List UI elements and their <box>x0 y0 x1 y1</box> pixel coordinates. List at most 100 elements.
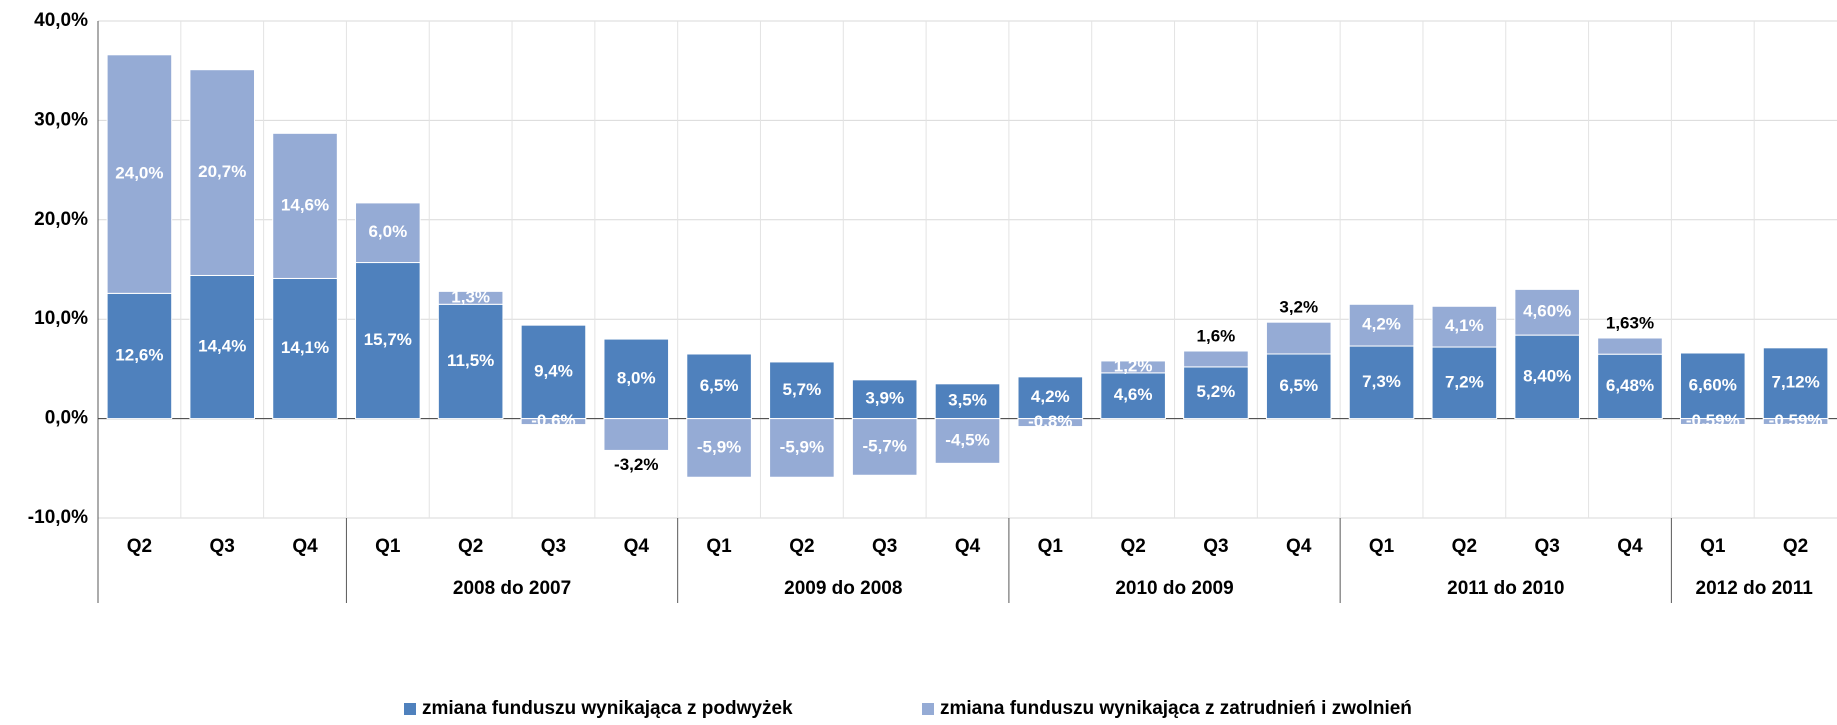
data-label: 5,7% <box>783 380 822 399</box>
data-label: 4,2% <box>1362 315 1401 334</box>
data-label: 11,5% <box>447 351 494 370</box>
data-label: 14,1% <box>281 338 329 357</box>
x-tick-label: Q1 <box>706 536 732 557</box>
data-label: -5,9% <box>697 437 741 456</box>
bar <box>437 303 504 420</box>
data-label: 9,4% <box>534 361 573 380</box>
y-tick-label: 30,0% <box>34 109 88 130</box>
data-label: 12,6% <box>115 345 163 364</box>
bar <box>1762 418 1829 425</box>
data-label: 3,9% <box>865 389 904 408</box>
data-label: 6,5% <box>700 376 739 395</box>
bar <box>437 290 504 305</box>
data-label: 1,2% <box>1114 356 1153 375</box>
bar <box>1265 353 1332 420</box>
legend-label: zmiana funduszu wynikająca z zatrudnień … <box>940 698 1412 719</box>
bar <box>1679 418 1746 425</box>
x-tick-label: Q4 <box>955 536 981 557</box>
bar <box>1514 334 1580 420</box>
data-label: 1,6% <box>1197 326 1236 345</box>
bar <box>355 262 421 420</box>
y-tick-label: 0,0% <box>45 408 88 429</box>
data-label: 4,60% <box>1523 302 1571 321</box>
bar <box>1679 352 1746 420</box>
bar <box>520 324 587 420</box>
bar <box>1017 418 1084 428</box>
y-tick-label: 20,0% <box>34 209 88 230</box>
data-label: -5,7% <box>862 436 906 455</box>
bar <box>769 418 835 478</box>
bar <box>355 202 421 264</box>
bar <box>1348 345 1415 420</box>
data-label: -0,59% <box>1686 411 1740 430</box>
data-label: 8,40% <box>1523 366 1571 385</box>
bar <box>272 132 338 279</box>
data-label: 7,12% <box>1771 373 1819 392</box>
data-label: 24,0% <box>115 164 163 183</box>
data-label: 3,2% <box>1279 298 1318 317</box>
data-label: 20,7% <box>198 162 246 181</box>
data-label: -5,9% <box>780 437 824 456</box>
data-label: -4,5% <box>945 430 989 449</box>
x-tick-label: Q2 <box>1783 536 1808 557</box>
bar <box>106 292 173 420</box>
data-label: 1,63% <box>1606 313 1654 332</box>
group-label: 2009 do 2008 <box>784 578 902 599</box>
data-label: 6,60% <box>1689 375 1737 394</box>
bar <box>1100 372 1166 420</box>
bar <box>189 274 256 420</box>
data-label: 3,5% <box>948 391 987 410</box>
bar <box>686 418 752 478</box>
x-tick-label: Q3 <box>210 536 235 557</box>
x-tick-label: Q3 <box>541 536 566 557</box>
data-label: -0,59% <box>1769 411 1823 430</box>
data-label: 4,2% <box>1031 387 1070 406</box>
bar <box>1183 366 1249 420</box>
bar <box>769 361 835 420</box>
bar <box>272 277 338 420</box>
x-tick-label: Q2 <box>458 536 483 557</box>
group-label: 2012 do 2011 <box>1696 578 1814 599</box>
data-label: 14,4% <box>198 337 246 356</box>
x-tick-label: Q2 <box>789 536 814 557</box>
bar <box>1762 347 1829 420</box>
bar <box>1265 321 1332 355</box>
data-label: 14,6% <box>281 195 329 214</box>
bar <box>1183 350 1249 368</box>
x-tick-label: Q1 <box>1369 536 1395 557</box>
x-tick-label: Q2 <box>1452 536 1477 557</box>
bar <box>106 54 173 294</box>
data-label: 6,5% <box>1279 376 1318 395</box>
y-tick-label: 40,0% <box>34 10 88 31</box>
x-tick-label: Q1 <box>375 536 401 557</box>
y-tick-label: -10,0% <box>28 507 88 528</box>
bar <box>1514 288 1580 336</box>
data-label: 15,7% <box>364 330 412 349</box>
bar <box>1348 303 1415 347</box>
bar <box>1597 353 1663 420</box>
bar <box>851 418 918 476</box>
x-tick-label: Q2 <box>127 536 152 557</box>
data-label: 4,6% <box>1114 385 1153 404</box>
bar <box>686 353 752 420</box>
group-label: 2010 do 2009 <box>1115 578 1233 599</box>
data-label: -0,8% <box>1028 412 1072 431</box>
bar <box>1597 337 1663 355</box>
x-tick-label: Q1 <box>1700 536 1726 557</box>
data-label: 7,3% <box>1362 372 1401 391</box>
bar <box>934 383 1001 420</box>
x-tick-label: Q3 <box>1534 536 1559 557</box>
bar <box>603 418 670 451</box>
x-tick-label: Q4 <box>1617 536 1643 557</box>
x-tick-label: Q1 <box>1038 536 1064 557</box>
x-tick-label: Q2 <box>1120 536 1145 557</box>
data-label: 1,3% <box>451 287 490 306</box>
data-label: -3,2% <box>614 455 658 474</box>
data-label: 7,2% <box>1445 372 1484 391</box>
x-tick-label: Q3 <box>1203 536 1228 557</box>
data-label: -0,6% <box>531 411 575 430</box>
x-tick-label: Q4 <box>624 536 650 557</box>
group-label: 2011 do 2010 <box>1447 578 1564 599</box>
x-tick-label: Q3 <box>872 536 897 557</box>
